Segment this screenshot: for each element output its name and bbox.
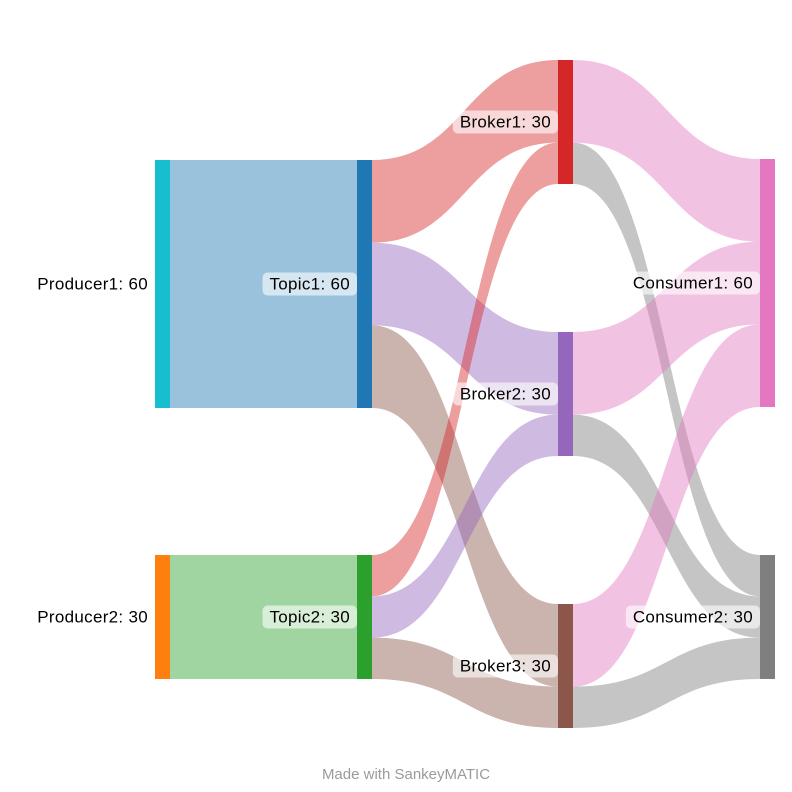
flow-topic1-broker1 (372, 60, 558, 243)
node-label-text: Producer1: 60 (37, 274, 148, 293)
label-background (452, 382, 558, 406)
labels-layer: Producer1: 60 Producer2: 30 Topic1: 60 Topi… (30, 110, 760, 678)
made-with-sankeymatic-credit: Made with SankeyMATIC (321, 766, 491, 783)
flow-topic2-broker1 (372, 142, 558, 597)
node-label-text: Producer2: 30 (37, 607, 148, 626)
node-label-text: Topic2: 30 (270, 607, 351, 626)
node-broker3 (558, 604, 573, 728)
flow-broker2-consumer2 (573, 414, 760, 638)
flow-topic1-broker3 (372, 325, 558, 687)
flow-broker3-consumer2 (573, 637, 760, 728)
node-topic2 (357, 555, 372, 679)
flow-topic2-broker2 (372, 414, 558, 638)
node-consumer1 (760, 159, 775, 407)
node-producer2 (155, 555, 170, 679)
flow-broker1-consumer1 (573, 60, 760, 242)
label-broker1: Broker1: 30 (452, 110, 558, 134)
node-label-text: Broker2: 30 (460, 384, 551, 403)
flow-broker1-consumer2 (573, 142, 760, 597)
node-label-text: Consumer2: 30 (633, 607, 753, 626)
flow-topic1-broker2 (372, 242, 558, 415)
node-producer1 (155, 160, 170, 408)
node-label-text: Topic1: 60 (270, 274, 351, 293)
label-background (30, 272, 155, 296)
label-background (625, 605, 760, 629)
label-broker3: Broker3: 30 (452, 654, 558, 678)
label-background (452, 110, 558, 134)
label-consumer2: Consumer2: 30 (625, 605, 760, 629)
node-label-text: Consumer1: 60 (633, 273, 753, 292)
label-background (30, 605, 155, 629)
node-label-text: Broker1: 30 (460, 112, 551, 131)
node-broker1 (558, 60, 573, 184)
flow-topic2-broker3 (372, 637, 558, 728)
node-broker2 (558, 332, 573, 456)
label-background (262, 605, 357, 629)
nodes-layer (155, 60, 775, 728)
label-background (452, 654, 558, 678)
flow-broker3-consumer1 (573, 324, 760, 687)
node-consumer2 (760, 555, 775, 679)
label-producer2: Producer2: 30 (30, 605, 155, 629)
label-broker2: Broker2: 30 (452, 382, 558, 406)
flows-layer (170, 60, 760, 728)
label-background (625, 271, 760, 295)
node-label-text: Broker3: 30 (460, 656, 551, 675)
node-topic1 (357, 160, 372, 408)
label-topic1: Topic1: 60 (262, 272, 357, 296)
label-background (262, 272, 357, 296)
label-topic2: Topic2: 30 (262, 605, 357, 629)
label-consumer1: Consumer1: 60 (625, 271, 760, 295)
label-producer1: Producer1: 60 (30, 272, 155, 296)
